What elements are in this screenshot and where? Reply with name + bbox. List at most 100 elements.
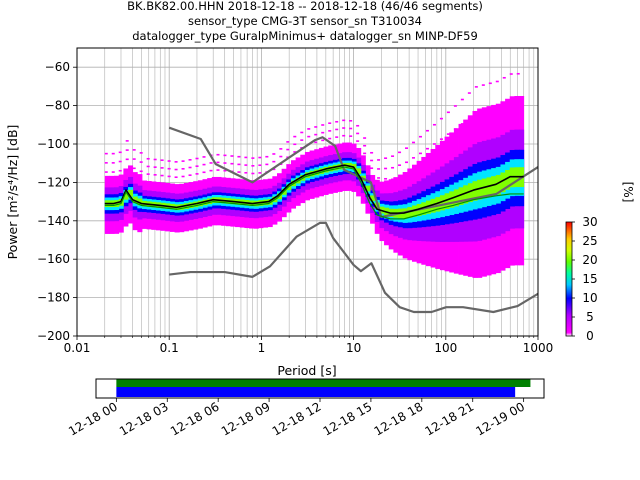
density-cell [132, 149, 136, 151]
timeline-tick-label: 12-18 15 [321, 399, 375, 438]
density-cell [258, 156, 262, 159]
density-cell [477, 179, 483, 200]
density-outliers [104, 72, 520, 181]
density-cell [460, 98, 464, 101]
y-tick-label: −200 [37, 329, 70, 343]
x-tick-label: 0.01 [64, 341, 91, 355]
density-cell [304, 172, 310, 178]
density-cell [237, 171, 241, 173]
density-cell [349, 135, 353, 137]
density-cell [309, 170, 315, 177]
density-cell [258, 172, 262, 174]
density-cell [391, 166, 395, 169]
density-cell [500, 172, 506, 193]
density-cell [328, 130, 332, 132]
density-cell [460, 123, 464, 125]
density-cell [370, 159, 374, 162]
density-cell [481, 138, 485, 140]
density-cell [516, 72, 520, 75]
density-cell [356, 132, 360, 135]
density-cell [418, 152, 422, 155]
density-cell [342, 134, 346, 137]
density-cell [125, 158, 129, 161]
density-cell [509, 100, 513, 102]
density-cell [398, 164, 402, 166]
density-cell [272, 153, 276, 155]
density-cell [502, 130, 506, 133]
density-cell [377, 177, 381, 179]
timeline-tick-label: 12-18 21 [423, 399, 477, 438]
density-cell [486, 177, 492, 198]
timeline-tick-label: 12-18 09 [219, 399, 273, 438]
density-cell [449, 191, 455, 208]
density-cell [251, 165, 255, 167]
y-axis-label: Power [m²/s⁴/Hz] [dB] [5, 125, 20, 260]
title-line-3: datalogger_type GuralpMinimus+ datalogge… [132, 29, 478, 43]
timeline-tick-label: 12-18 12 [270, 399, 324, 438]
density-cell [293, 151, 297, 153]
x-axis-label: Period [s] [277, 363, 336, 378]
density-cell [123, 192, 129, 200]
density-cell [118, 151, 122, 154]
density-cell [251, 172, 255, 175]
y-axis-ticks: −200 −180 −160 −140 −120 −100 −80 −60 [37, 60, 77, 343]
density-cell [481, 111, 485, 113]
density-cell [321, 124, 325, 126]
density-cell [502, 76, 506, 79]
density-cell [453, 128, 457, 130]
density-cell [391, 155, 395, 157]
density-cell [307, 128, 311, 130]
density-cell [458, 187, 464, 205]
density-cell [439, 138, 443, 140]
density-cell [425, 147, 429, 150]
density-cell [146, 173, 150, 175]
density-cell [505, 170, 511, 190]
y-tick-label: −80 [45, 99, 70, 113]
density-cell [481, 178, 487, 199]
ppsd-plot: 0.01 0.1 1 10 100 1000 −200 −180 −160 −140 −120 −1… [5, 47, 553, 378]
density-cell [132, 196, 138, 204]
colorbar-ticks: 0 5 10 15 20 25 30 [572, 215, 598, 343]
density-cell [481, 84, 485, 86]
density-cell [467, 117, 471, 120]
density-cell [356, 140, 360, 142]
density-cell [323, 166, 329, 173]
density-cell [139, 161, 143, 163]
density-cell [384, 157, 388, 160]
y-tick-label: −100 [37, 137, 70, 151]
title-line-2: sensor_type CMG-3T sensor_sn T310034 [188, 14, 422, 28]
density-cell [425, 129, 429, 132]
colorbar-gradient [565, 221, 573, 337]
density-cell [509, 126, 513, 129]
density-cell [370, 167, 374, 170]
density-cell [328, 122, 332, 124]
timeline-tick-label: 12-18 03 [117, 399, 171, 438]
density-cell [405, 175, 409, 178]
density-cell [472, 181, 478, 201]
density-cell [104, 162, 108, 164]
density-cell [318, 168, 324, 174]
x-tick-label: 1 [258, 341, 266, 355]
density-cell [321, 139, 325, 142]
density-cell [223, 169, 227, 172]
density-cell [335, 120, 339, 123]
density-cell [495, 80, 499, 83]
density-cell [307, 135, 311, 138]
density-cell [418, 169, 422, 171]
density-cell [104, 152, 108, 155]
density-cell [467, 92, 471, 94]
density-cell [125, 149, 129, 151]
density-cell [258, 164, 262, 167]
density-cell [202, 156, 206, 158]
x-axis-ticks: 0.01 0.1 1 10 100 1000 [64, 336, 553, 355]
density-cell [425, 165, 429, 168]
density-cell [181, 175, 185, 178]
density-cell [439, 195, 445, 211]
density-cell [444, 193, 450, 210]
mean-line [104, 164, 524, 214]
x-tick-label: 10 [346, 341, 361, 355]
density-cell [474, 112, 478, 115]
density-cell [167, 175, 171, 178]
density-cell [111, 152, 115, 155]
